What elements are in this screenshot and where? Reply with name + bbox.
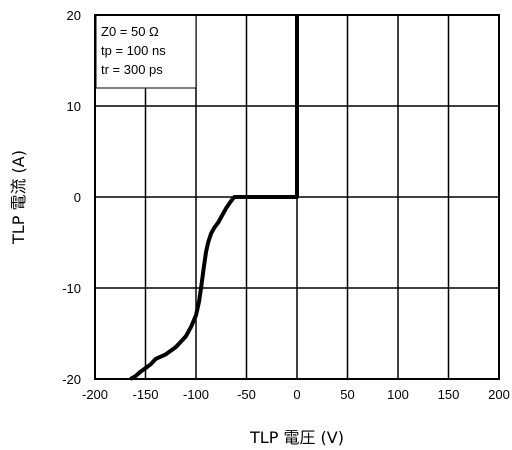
annotation-rise-time: tr = 300 ps [101,62,163,77]
x-tick-label: -150 [132,387,158,402]
y-tick-labels: -20 -10 0 10 20 [62,8,81,387]
y-axis-label: TLP 電流 (A) [9,150,28,245]
x-tick-label: 0 [293,387,300,402]
y-tick-label: 10 [67,99,81,114]
series-line-0 [129,15,299,381]
x-tick-label: -200 [82,387,108,402]
y-tick-label: -10 [62,281,81,296]
x-tick-label: 200 [488,387,510,402]
plot-frame [94,14,500,380]
y-tick-label: 20 [67,8,81,23]
y-tick-label: -20 [62,372,81,387]
x-tick-label: -100 [183,387,209,402]
y-tick-label: 0 [74,190,81,205]
x-tick-label: 150 [438,387,460,402]
x-tick-labels: -200 -150 -100 -50 0 50 100 150 200 [82,387,510,402]
x-tick-label: -50 [237,387,256,402]
annotation-pulse-width: tp = 100 ns [101,43,166,58]
x-tick-label: 100 [387,387,409,402]
x-axis-label: TLP 電圧 (V) [249,428,344,447]
annotation-impedance: Z0 = 50 Ω [101,24,159,39]
parameter-box: Z0 = 50 Ω tp = 100 ns tr = 300 ps [95,14,197,89]
series-layer [129,15,299,381]
parameter-box-background [95,14,197,89]
x-tick-label: 50 [340,387,354,402]
